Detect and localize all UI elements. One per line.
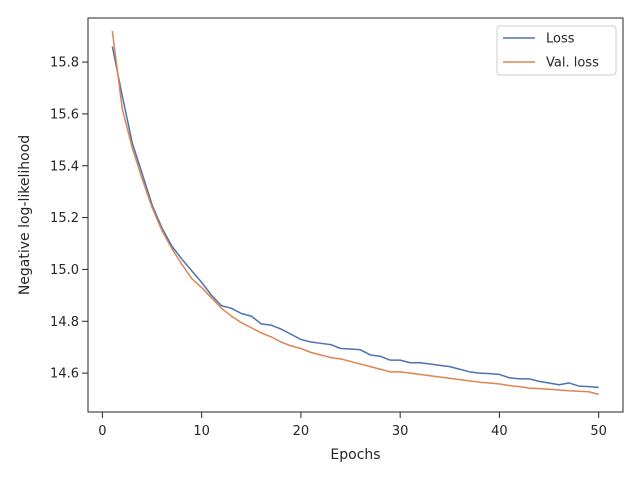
x-tick-label: 30 <box>392 424 409 439</box>
y-tick-label: 15.6 <box>50 107 79 122</box>
y-tick-label: 14.6 <box>50 367 79 382</box>
x-tick-label: 40 <box>491 424 508 439</box>
x-tick-label: 50 <box>590 424 607 439</box>
y-tick-label: 15.8 <box>50 56 79 71</box>
plot-frame <box>87 17 624 413</box>
x-axis-label: Epochs <box>330 447 380 463</box>
y-axis-label: Negative log-likelihood <box>17 135 33 295</box>
y-tick-label: 15.4 <box>50 159 79 174</box>
y-tick-label: 15.2 <box>50 211 79 226</box>
legend-label-val-loss: Val. loss <box>546 56 599 71</box>
series-line-loss <box>111 46 599 389</box>
y-tick-label: 15.0 <box>50 263 79 278</box>
series-line-val-loss <box>111 30 599 396</box>
x-tick-label: 20 <box>293 424 310 439</box>
x-tick-label: 0 <box>98 424 106 439</box>
y-tick-label: 14.8 <box>50 315 79 330</box>
legend-label-loss: Loss <box>546 32 575 47</box>
x-tick-label: 10 <box>193 424 210 439</box>
legend: Loss Val. loss <box>496 25 617 76</box>
tick-layer: 0 10 20 30 40 50 14.6 14.8 15.0 15.2 15.4 15.6 15.8 <box>50 56 607 439</box>
series-layer <box>111 30 599 396</box>
